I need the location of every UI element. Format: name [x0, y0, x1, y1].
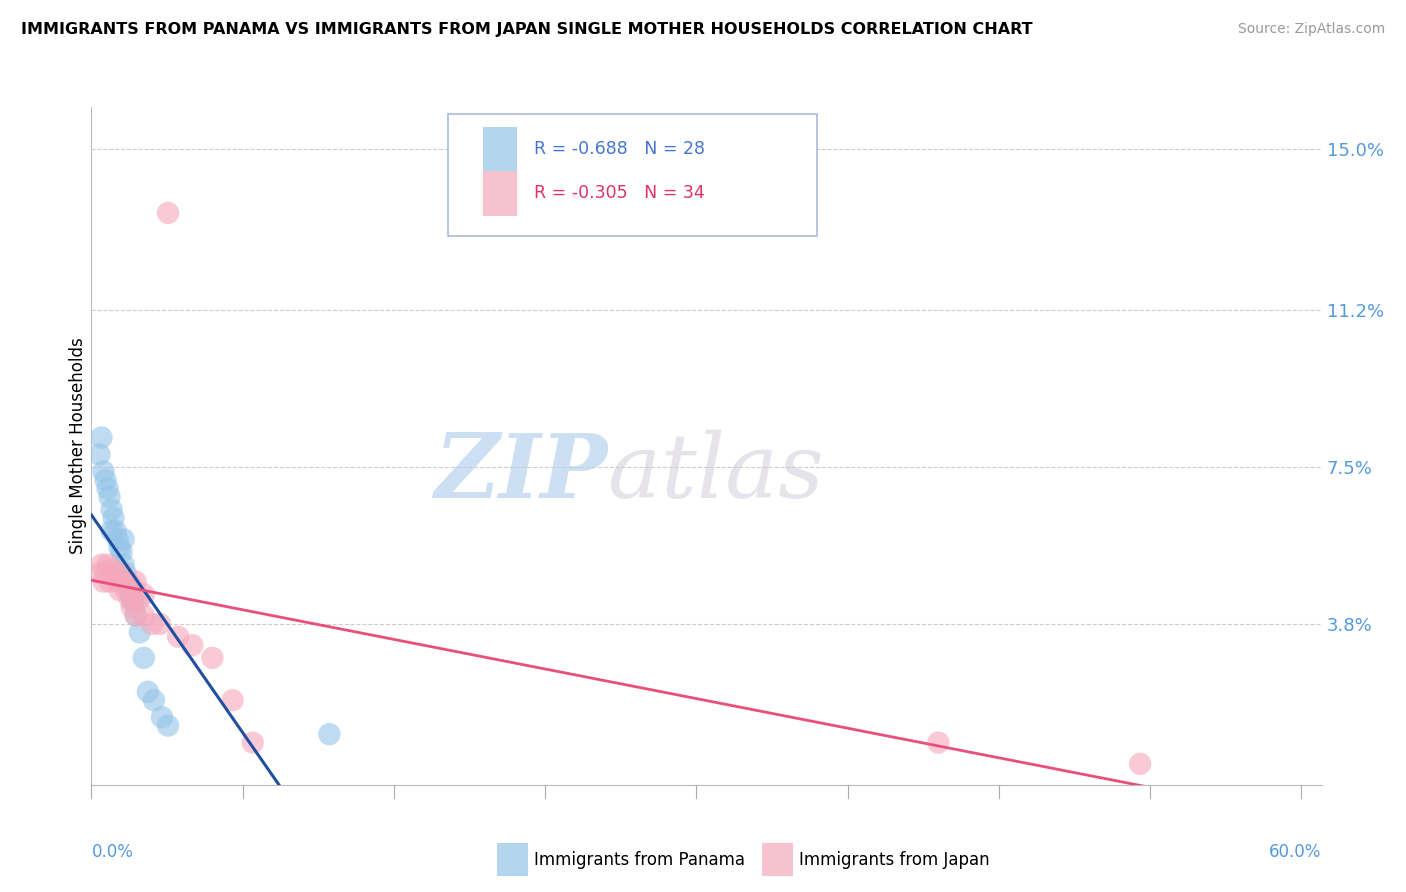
Text: 0.0%: 0.0% [91, 843, 134, 861]
Text: Source: ZipAtlas.com: Source: ZipAtlas.com [1237, 22, 1385, 37]
Text: IMMIGRANTS FROM PANAMA VS IMMIGRANTS FROM JAPAN SINGLE MOTHER HOUSEHOLDS CORRELA: IMMIGRANTS FROM PANAMA VS IMMIGRANTS FRO… [21, 22, 1033, 37]
Point [122, 596, 145, 610]
Point [927, 735, 949, 749]
Point [118, 591, 141, 606]
Text: ZIP: ZIP [434, 430, 607, 516]
Point [108, 583, 131, 598]
Point [149, 617, 172, 632]
Point [125, 608, 148, 623]
Point [100, 502, 122, 516]
Point [117, 574, 139, 589]
Point [121, 579, 143, 593]
Point [104, 524, 127, 538]
Text: R = -0.305   N = 34: R = -0.305 N = 34 [534, 185, 704, 202]
Bar [498, 843, 529, 877]
Point [112, 574, 135, 589]
Point [89, 447, 111, 462]
Point [107, 532, 129, 546]
Point [89, 566, 111, 580]
Point [121, 591, 143, 606]
Point [157, 719, 180, 733]
Point [157, 206, 180, 220]
Point [318, 727, 340, 741]
Point [125, 574, 148, 589]
Point [93, 574, 115, 589]
Bar [762, 843, 793, 877]
Point [107, 574, 129, 589]
Point [141, 617, 163, 632]
Point [118, 583, 141, 598]
Point [94, 473, 117, 487]
Point [128, 591, 150, 606]
Point [103, 511, 125, 525]
Point [121, 599, 143, 614]
Point [114, 583, 136, 598]
Point [132, 651, 155, 665]
Point [125, 608, 148, 623]
Point [90, 430, 112, 444]
Point [136, 685, 159, 699]
Point [96, 481, 118, 495]
Text: 60.0%: 60.0% [1270, 843, 1322, 861]
Point [90, 558, 112, 572]
Point [142, 693, 165, 707]
Point [201, 651, 224, 665]
Text: R = -0.688   N = 28: R = -0.688 N = 28 [534, 140, 706, 159]
Point [93, 464, 115, 478]
Point [100, 524, 122, 538]
Point [112, 532, 135, 546]
Point [104, 566, 127, 580]
Point [1129, 756, 1152, 771]
Point [96, 558, 118, 572]
Point [117, 574, 139, 589]
Point [94, 566, 117, 580]
Point [111, 545, 134, 559]
Text: Immigrants from Panama: Immigrants from Panama [534, 851, 745, 869]
Point [132, 587, 155, 601]
Point [100, 562, 122, 576]
Point [111, 566, 134, 580]
Point [98, 574, 121, 589]
Point [181, 638, 204, 652]
Point [221, 693, 243, 707]
Point [132, 608, 155, 623]
Point [98, 490, 121, 504]
Point [242, 735, 264, 749]
Text: Immigrants from Japan: Immigrants from Japan [799, 851, 990, 869]
Y-axis label: Single Mother Households: Single Mother Households [69, 338, 87, 554]
Point [112, 558, 135, 572]
Point [128, 625, 150, 640]
Point [167, 630, 190, 644]
Bar [482, 128, 517, 171]
Bar [482, 171, 517, 216]
Point [103, 570, 125, 584]
Point [122, 591, 145, 606]
Point [150, 710, 173, 724]
Point [108, 541, 131, 555]
Point [114, 566, 136, 580]
FancyBboxPatch shape [449, 114, 817, 235]
Text: atlas: atlas [607, 430, 824, 516]
